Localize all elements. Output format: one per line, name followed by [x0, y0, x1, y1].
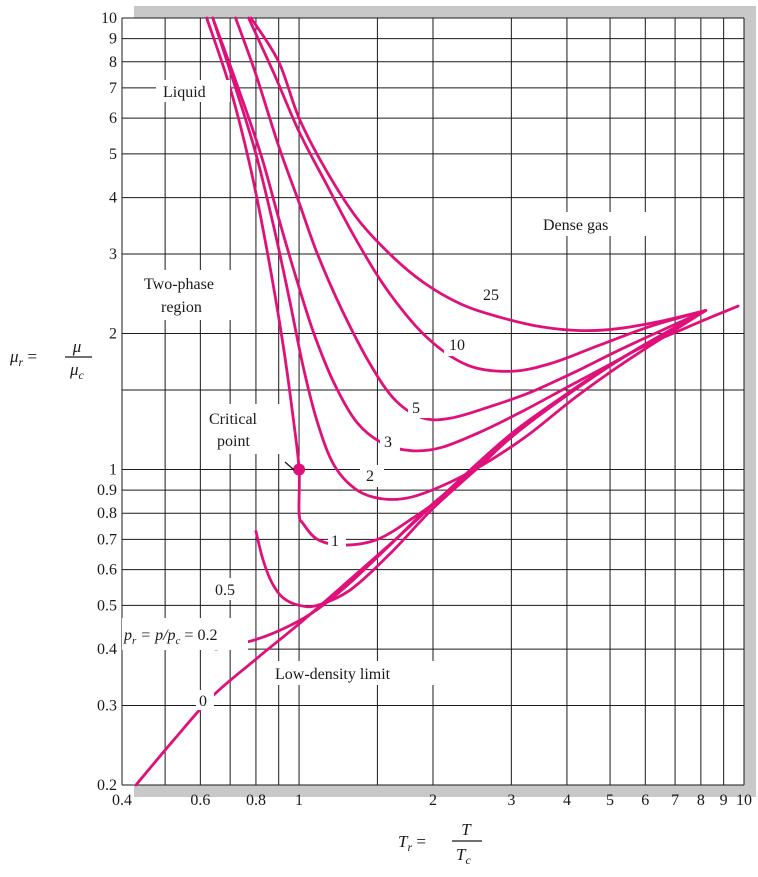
annotations: Liquid Dense gas Two-phase region Critic… [122, 80, 647, 710]
y-axis-label: μr = μ μc [9, 337, 92, 382]
x-tick-label: 0.4 [112, 792, 132, 809]
x-tick-label: 5 [606, 792, 614, 809]
label-curve-3: 3 [384, 434, 392, 451]
y-tick-label: 7 [109, 80, 117, 97]
label-point: point [217, 433, 250, 450]
svg-text:μr =: μr = [9, 347, 37, 369]
y-tick-label: 6 [109, 110, 117, 127]
y-tick-label: 5 [109, 146, 117, 163]
label-critical: Critical [209, 411, 258, 428]
label-pr-definition: pr = p/pc = 0.2 [123, 627, 217, 647]
label-low-density-limit: Low-density limit [275, 666, 391, 683]
y-tick-label: 1 [109, 461, 117, 478]
x-tick-label: 10 [736, 792, 752, 809]
x-tick-label: 4 [563, 792, 571, 809]
y-tick-label: 0.5 [97, 597, 117, 614]
y-tick-label: 4 [109, 190, 117, 207]
y-tick-label: 9 [109, 31, 117, 48]
svg-text:μ: μ [72, 337, 82, 356]
x-tick-label: 2 [429, 792, 437, 809]
label-curve-25: 25 [483, 287, 499, 304]
label-curve-5: 5 [412, 400, 420, 417]
y-tick-label: 0.3 [97, 698, 117, 715]
y-tick-label: 10 [101, 10, 117, 27]
svg-text:Tc: Tc [456, 845, 471, 867]
y-tick-label: 0.8 [97, 505, 117, 522]
y-tick-label: 8 [109, 54, 117, 71]
label-curve-10: 10 [449, 337, 465, 354]
x-tick-label: 8 [697, 792, 705, 809]
x-tick-label: 6 [641, 792, 649, 809]
curve-pr-5 [234, 16, 708, 422]
y-tick-label: 0.4 [97, 641, 117, 658]
x-tick-label: 9 [720, 792, 728, 809]
y-tick-label: 0.9 [97, 482, 117, 499]
svg-text:μc: μc [69, 360, 85, 382]
label-curve-0-5: 0.5 [215, 582, 235, 599]
label-liquid: Liquid [163, 84, 206, 101]
y-tick-label: 0.7 [97, 531, 117, 548]
curve-pr-2 [211, 16, 708, 501]
curve-pr-1 [205, 16, 708, 547]
x-tick-label: 1 [295, 792, 303, 809]
x-tick-label: 0.6 [190, 792, 210, 809]
curve-pr-3 [211, 16, 708, 453]
label-curve-2: 2 [366, 468, 374, 485]
curve-pr-25 [249, 16, 708, 333]
curve-pr-10 [247, 16, 708, 373]
curves [134, 16, 740, 787]
critical-point-leader [284, 461, 295, 471]
x-tick-label: 7 [671, 792, 679, 809]
x-axis-label: Tr = T Tc [398, 820, 482, 867]
label-curve-1: 1 [331, 533, 339, 550]
critical-point-marker [293, 463, 306, 476]
svg-text:T: T [461, 820, 472, 839]
label-two-phase: Two-phase [144, 276, 214, 293]
label-dense-gas: Dense gas [543, 217, 608, 234]
y-tick-label: 0.2 [97, 777, 117, 794]
label-region: region [161, 299, 202, 316]
y-tick-label: 0.6 [97, 562, 117, 579]
svg-text:Tr =: Tr = [398, 832, 426, 854]
y-tick-label: 2 [109, 326, 117, 343]
x-tick-label: 0.8 [246, 792, 266, 809]
tick-labels: 0.4 0.6 0.8 1 2 3 4 5 6 7 8 9 100.20.30.40.50.60.70.… [97, 10, 752, 809]
x-tick-label: 3 [507, 792, 515, 809]
y-tick-label: 3 [109, 246, 117, 263]
label-curve-0: 0 [199, 693, 207, 710]
